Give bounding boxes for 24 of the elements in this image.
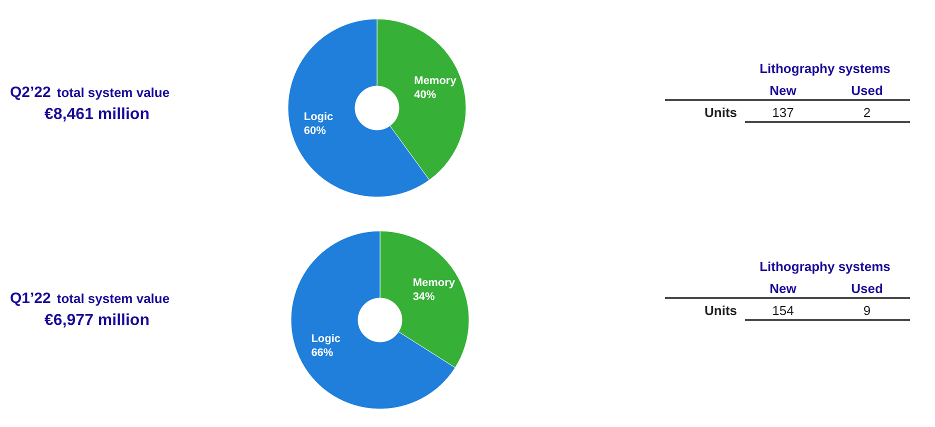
- text: €8,461 million: [44, 106, 150, 123]
- slice-label: Memory: [414, 75, 458, 88]
- category-label: New: [770, 83, 798, 98]
- data-label: 9: [863, 303, 871, 318]
- data-label: 154: [772, 303, 794, 318]
- data-label: 66%: [311, 346, 334, 359]
- data-label: 40%: [414, 89, 436, 102]
- text: Q1’22 total system value: [10, 290, 170, 307]
- category-label: Used: [851, 83, 883, 98]
- slice-label: Memory: [412, 277, 456, 290]
- text: Lithography systems: [760, 259, 890, 274]
- category-label: New: [770, 281, 798, 296]
- text: Q2’22 total system value: [10, 84, 170, 101]
- category-label: Units: [704, 303, 737, 318]
- data-label: 34%: [412, 291, 436, 304]
- data-label: 2: [863, 105, 871, 120]
- text: €6,977 million: [44, 312, 150, 329]
- slice-label: Logic: [304, 110, 334, 123]
- slice-label: Logic: [311, 332, 341, 345]
- text: Lithography systems: [760, 61, 890, 76]
- category-label: Units: [704, 105, 737, 120]
- data-label: 60%: [304, 124, 326, 137]
- category-label: Used: [851, 281, 883, 296]
- data-label: 137: [772, 105, 794, 120]
